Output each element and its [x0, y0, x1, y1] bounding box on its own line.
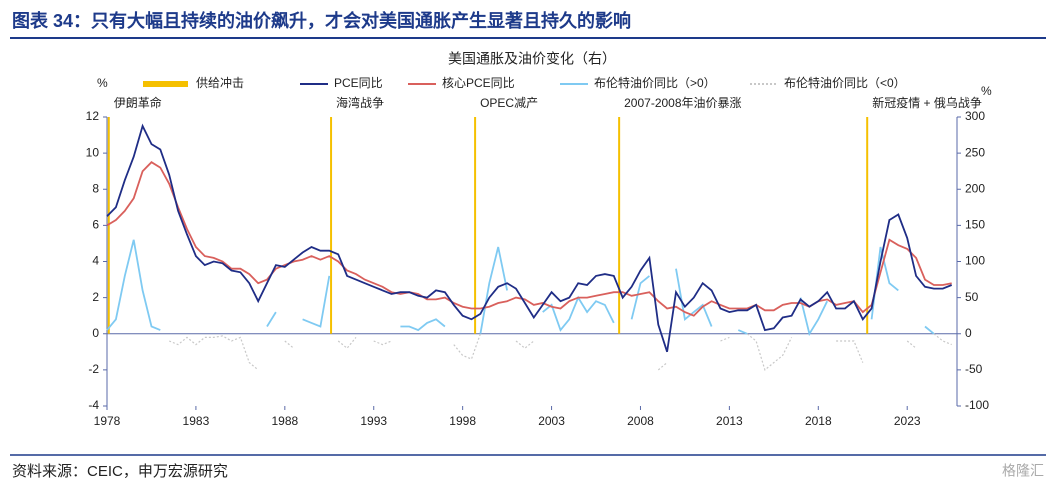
y2-tick-label: -100 — [965, 398, 989, 412]
source: 资料来源：CEIC，申万宏源研究 — [12, 463, 228, 480]
y2-tick-label: 100 — [965, 254, 985, 268]
shock-label: 伊朗革命 — [114, 95, 162, 110]
x-tick-label: 2008 — [627, 414, 654, 428]
legend-label: PCE同比 — [334, 76, 383, 90]
legend-swatch — [143, 81, 188, 87]
chart-title: 美国通胀及油价变化（右） — [448, 51, 616, 67]
y-tick-label: 4 — [92, 254, 99, 268]
shock-label: OPEC减产 — [480, 96, 538, 110]
x-tick-label: 1983 — [183, 414, 210, 428]
x-tick-label: 2003 — [538, 414, 565, 428]
y2-tick-label: 300 — [965, 109, 985, 123]
x-tick-label: 2018 — [805, 414, 832, 428]
watermark: 格隆汇 — [1002, 463, 1044, 479]
shock-label: 海湾战争 — [336, 95, 384, 110]
y2-tick-label: -50 — [965, 362, 983, 376]
x-tick-label: 2013 — [716, 414, 743, 428]
legend-label: 布伦特油价同比（>0） — [594, 75, 716, 90]
y2-tick-label: 250 — [965, 145, 985, 159]
y-tick-label: 6 — [92, 218, 99, 232]
y-tick-label: -4 — [88, 398, 99, 412]
x-tick-label: 1993 — [360, 414, 387, 428]
series-line — [106, 239, 935, 337]
shock-label: 新冠疫情 + 俄乌战争 — [872, 95, 982, 110]
series-line — [168, 333, 952, 371]
series-line — [106, 161, 952, 317]
y2-tick-label: 50 — [965, 290, 979, 304]
legend-label: 供给冲击 — [196, 75, 244, 90]
y2-tick-label: 200 — [965, 181, 985, 195]
y-tick-label: 12 — [86, 109, 100, 123]
x-tick-label: 1978 — [94, 414, 121, 428]
y2-tick-label: 0 — [965, 326, 972, 340]
series-line — [106, 123, 953, 353]
y-tick-label: 10 — [86, 145, 100, 159]
x-tick-label: 2023 — [894, 414, 921, 428]
y-tick-label: -2 — [88, 362, 99, 376]
x-tick-label: 1998 — [449, 414, 476, 428]
shock-label: 2007-2008年油价暴涨 — [624, 95, 741, 110]
y-tick-label: 0 — [92, 326, 99, 340]
x-tick-label: 1988 — [271, 414, 298, 428]
page-title: 图表 34：只有大幅且持续的油价飙升，才会对美国通胀产生显著且持久的影响 — [12, 10, 631, 31]
y-tick-label: 8 — [92, 181, 99, 195]
y-unit: % — [97, 76, 108, 90]
y2-tick-label: 150 — [965, 218, 985, 232]
legend-label: 布伦特油价同比（<0） — [784, 75, 906, 90]
y2-unit: % — [981, 84, 992, 98]
legend-label: 核心PCE同比 — [442, 76, 515, 90]
y-tick-label: 2 — [92, 290, 99, 304]
